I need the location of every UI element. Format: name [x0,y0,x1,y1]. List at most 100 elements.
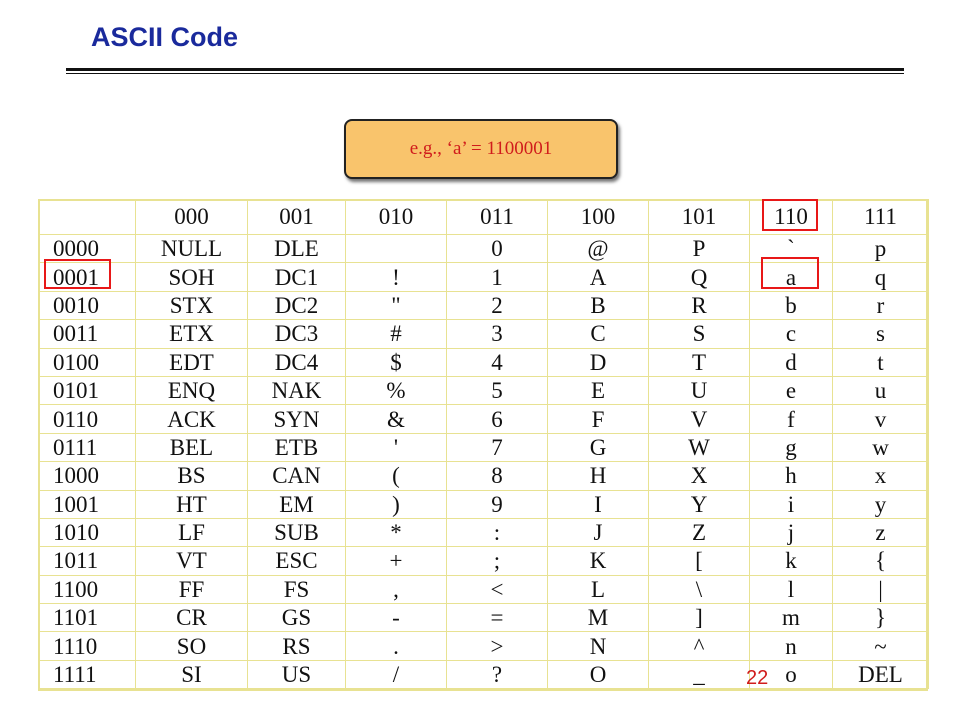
code-cell: N [547,631,649,661]
code-cell: SI [135,659,248,690]
code-cell: FS [247,574,346,605]
row-header: 0001 [38,262,136,292]
row-header: 1000 [38,461,136,491]
code-cell: STX [135,290,248,321]
code-cell: 4 [446,347,548,377]
code-cell: VT [135,546,248,576]
table-row: 1111 SI US /? O _ o DEL [38,659,929,690]
code-cell: m [749,603,833,633]
code-cell: a [749,262,833,292]
column-header: 100 [547,199,649,235]
page-number: 22 [746,667,769,689]
code-cell: CR [135,603,248,633]
code-cell: P [648,233,750,264]
code-cell: 8 [446,461,548,491]
code-cell: x [832,461,929,491]
code-cell: = [446,603,548,633]
code-cell: O [547,659,649,690]
code-cell: ETX [135,319,248,349]
code-cell: . [345,631,447,661]
row-header: 1001 [38,489,136,519]
code-cell: S [648,319,750,349]
code-cell: _ [648,659,750,690]
code-cell: } [832,603,929,633]
code-cell: e [749,375,833,406]
code-cell: DC1 [247,262,346,292]
table-frame [38,199,928,691]
code-cell: ? [446,659,548,690]
code-cell: EM [247,489,346,519]
code-cell: V [648,404,750,434]
example-callout: e.g., ‘a’ = 1100001 [344,119,618,179]
row-header: 0111 [38,432,136,463]
code-cell: NAK [247,375,346,406]
slide-title: ASCII Code [91,22,239,52]
row-header: 0000 [38,233,136,264]
row-header: 1100 [38,574,136,605]
code-cell: ' [345,432,447,463]
code-cell: DC2 [247,290,346,321]
code-cell: + [345,546,447,576]
code-cell: SO [135,631,248,661]
table-row: 1101 CR GS - = M] m} [38,603,929,633]
code-cell: 0 [446,233,548,264]
row-header: 0100 [38,347,136,377]
code-cell: ESC [247,546,346,576]
code-cell: > [446,631,548,661]
highlight-row-0001 [44,259,111,289]
code-cell: I [547,489,649,519]
code-cell: E [547,375,649,406]
code-cell: K [547,546,649,576]
ascii-table: 000 001 010 011 100 101 110 111 0000 NULL DLE 0 @ P ` p… [38,199,929,690]
code-cell: G [547,432,649,463]
column-header: 111 [832,199,929,235]
code-cell: o [749,659,833,690]
code-cell: q [832,262,929,292]
code-cell: ENQ [135,375,248,406]
code-cell: c [749,319,833,349]
code-cell: b [749,290,833,321]
code-cell: % [345,375,447,406]
code-cell [345,233,447,264]
code-cell: k [749,546,833,576]
code-cell: ~ [832,631,929,661]
code-cell: d [749,347,833,377]
code-cell: y [832,489,929,519]
code-cell: : [446,517,548,548]
code-cell: ETB [247,432,346,463]
code-cell: ( [345,461,447,491]
code-cell: | [832,574,929,605]
code-cell: v [832,404,929,434]
code-cell: US [247,659,346,690]
code-cell: DC3 [247,319,346,349]
row-header: 0011 [38,319,136,349]
code-cell: L [547,574,649,605]
highlight-column-110 [762,199,818,231]
row-header: 0101 [38,375,136,406]
code-cell: Q [648,262,750,292]
code-cell: ^ [648,631,750,661]
code-cell: DLE [247,233,346,264]
code-cell: CAN [247,461,346,491]
code-cell: * [345,517,447,548]
row-header: 1010 [38,517,136,548]
code-cell: ) [345,489,447,519]
code-cell: z [832,517,929,548]
code-cell: Z [648,517,750,548]
code-cell: DEL [832,659,929,690]
code-cell: g [749,432,833,463]
code-cell: \ [648,574,750,605]
code-cell: p [832,233,929,264]
code-cell: F [547,404,649,434]
code-cell: ACK [135,404,248,434]
code-cell: s [832,319,929,349]
code-cell: SUB [247,517,346,548]
code-cell: / [345,659,447,690]
code-cell: < [446,574,548,605]
